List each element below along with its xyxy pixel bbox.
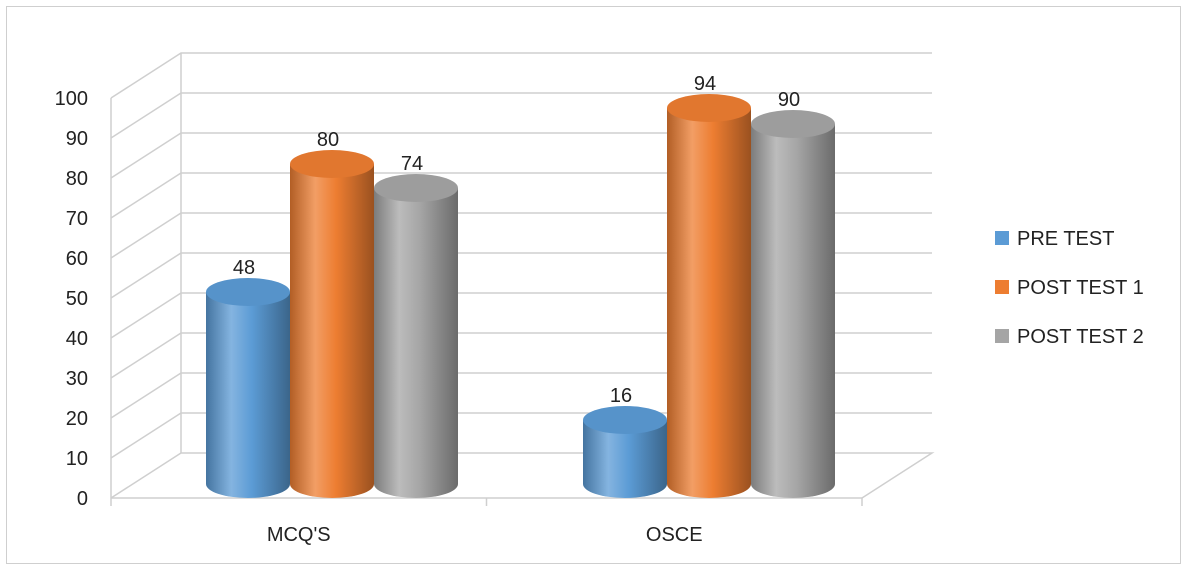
data-label: 74 <box>401 153 423 175</box>
bar-body <box>583 420 667 498</box>
data-label: 48 <box>233 257 255 279</box>
legend-swatch <box>995 231 1009 245</box>
gridline-100 <box>110 52 932 99</box>
bar-top <box>290 150 374 178</box>
y-axis-ticks: 0 10 20 30 40 50 60 70 80 90 100 <box>55 88 88 510</box>
y-tick-label: 10 <box>66 448 88 470</box>
bar-body <box>206 292 290 498</box>
legend-item-pre-test: PRE TEST <box>995 228 1114 250</box>
y-tick-label: 90 <box>66 128 88 150</box>
y-tick-label: 0 <box>77 488 88 510</box>
bars <box>206 94 835 498</box>
data-label: 16 <box>610 385 632 407</box>
data-label: 90 <box>778 89 800 111</box>
bar-top <box>667 94 751 122</box>
y-tick-label: 60 <box>66 248 88 270</box>
y-tick-label: 30 <box>66 368 88 390</box>
bar-top <box>583 406 667 434</box>
legend-label: POST TEST 1 <box>1017 277 1144 299</box>
gridline-90 <box>110 92 932 139</box>
legend-item-post-test-1: POST TEST 1 <box>995 277 1144 299</box>
bar-post-test-2-mcq-s <box>374 174 458 498</box>
legend-item-post-test-2: POST TEST 2 <box>995 326 1144 348</box>
bar-pre-test-osce <box>583 406 667 498</box>
bar-top <box>206 278 290 306</box>
bar-post-test-1-osce <box>667 94 751 498</box>
y-tick-label: 80 <box>66 168 88 190</box>
y-tick-label: 40 <box>66 328 88 350</box>
data-label: 94 <box>694 73 716 95</box>
legend: PRE TEST POST TEST 1 POST TEST 2 <box>995 228 1144 348</box>
bar-post-test-2-osce <box>751 110 835 498</box>
y-tick-label: 20 <box>66 408 88 430</box>
bar-top <box>751 110 835 138</box>
y-tick-label: 70 <box>66 208 88 230</box>
data-label: 80 <box>317 129 339 151</box>
legend-swatch <box>995 280 1009 294</box>
bar-body <box>751 124 835 498</box>
x-tick-label: OSCE <box>646 524 703 546</box>
legend-swatch <box>995 329 1009 343</box>
y-tick-label: 50 <box>66 288 88 310</box>
y-tick-label: 100 <box>55 88 88 110</box>
bar-body <box>667 108 751 498</box>
bar-body <box>374 188 458 498</box>
bar-body <box>290 164 374 498</box>
bar-pre-test-mcq-s <box>206 278 290 498</box>
floor-outline <box>110 452 935 499</box>
legend-label: POST TEST 2 <box>1017 326 1144 348</box>
bar-post-test-1-mcq-s <box>290 150 374 498</box>
bar-top <box>374 174 458 202</box>
x-tick-label: MCQ'S <box>267 524 331 546</box>
legend-label: PRE TEST <box>1017 228 1114 250</box>
x-axis: MCQ'S OSCE <box>110 497 863 546</box>
data-labels: 48 16 80 94 74 90 <box>233 73 800 407</box>
